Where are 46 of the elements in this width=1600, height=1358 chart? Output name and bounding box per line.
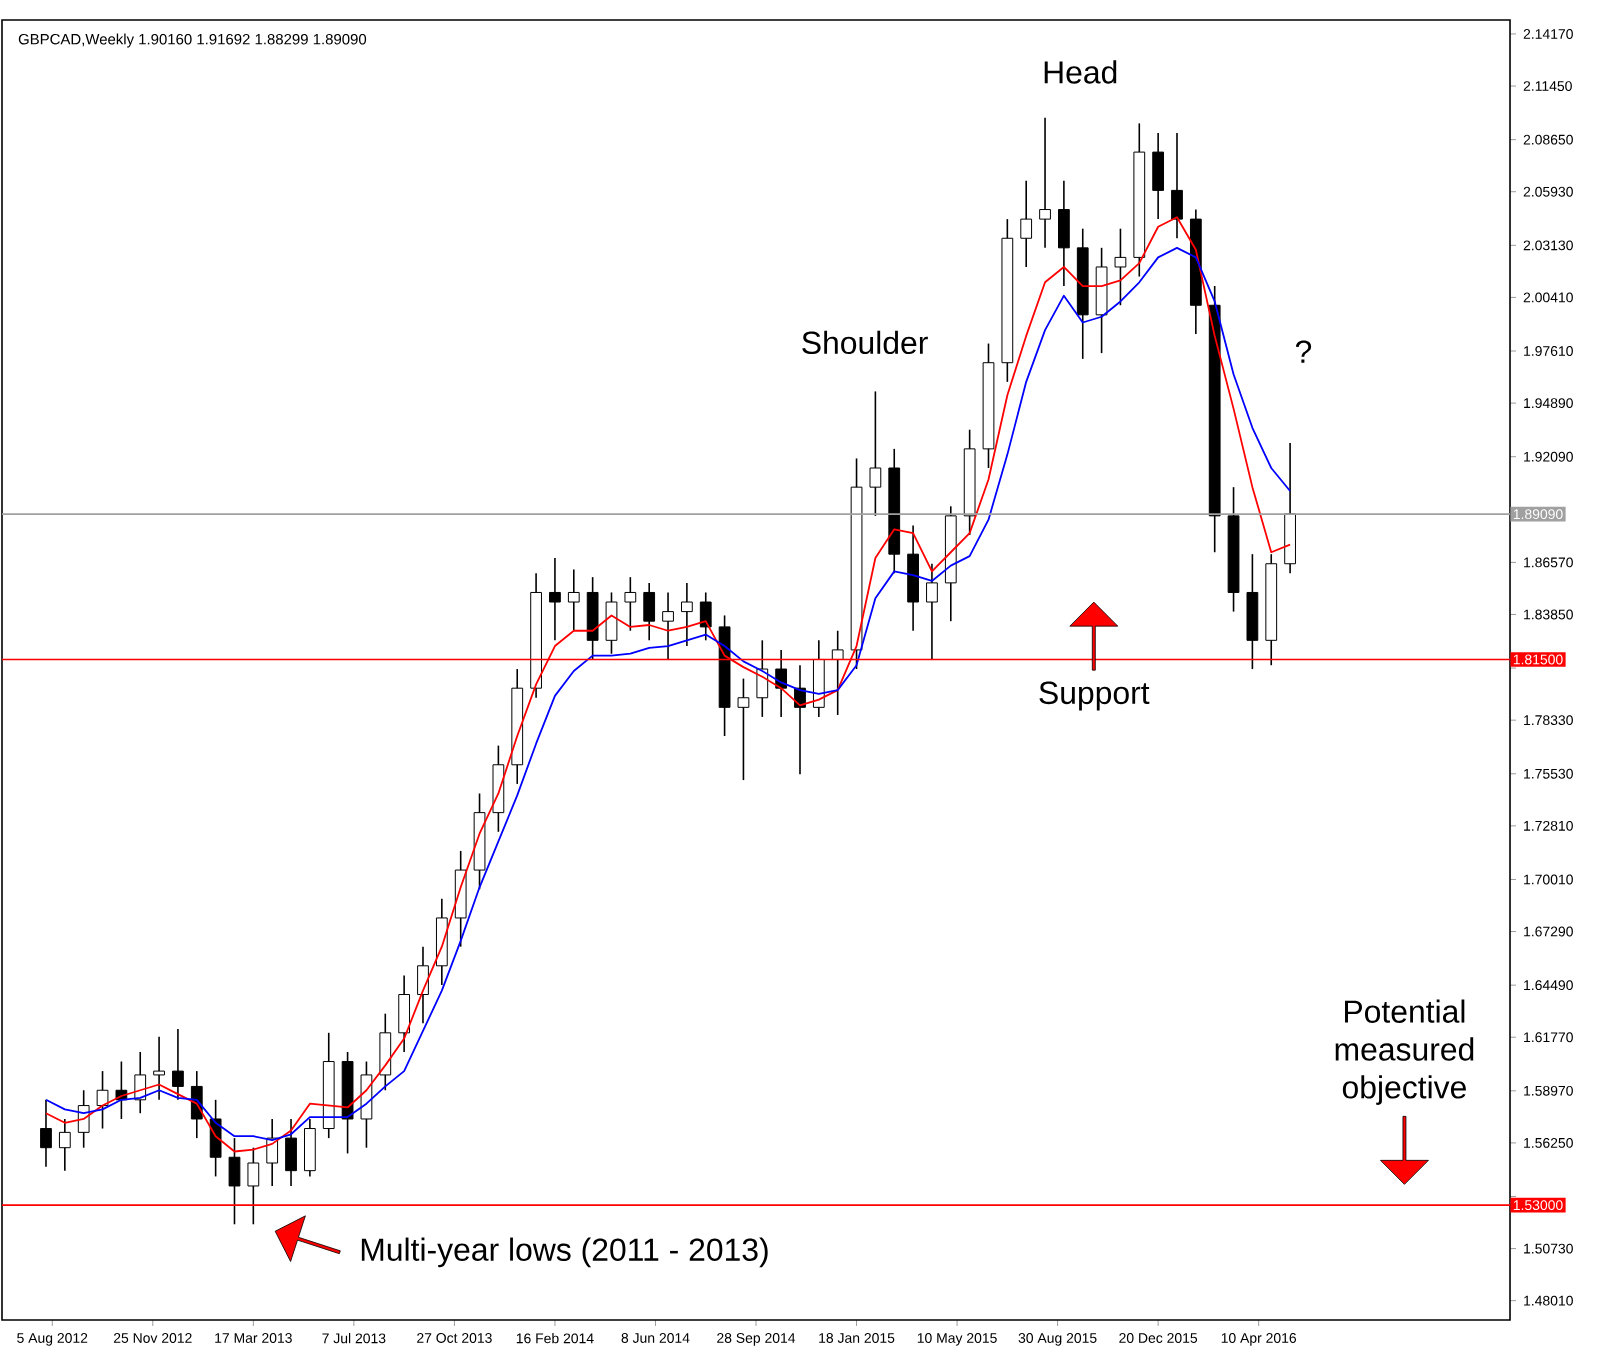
candlestick: [360, 1060, 373, 1149]
candlestick: [605, 591, 618, 655]
candlestick: [831, 629, 844, 716]
candlestick: [926, 562, 938, 661]
candlestick: [567, 568, 580, 632]
annotation: Head: [1044, 60, 1117, 84]
candlestick: [869, 390, 882, 517]
annotation: Shoulder: [802, 330, 928, 355]
candlestick: [247, 1146, 260, 1226]
candlestick: [1095, 247, 1108, 354]
candlestick: [812, 639, 825, 718]
candlestick: [1114, 227, 1127, 307]
candlestick: [454, 850, 467, 948]
candlestick: [1152, 132, 1165, 220]
annotation: Potential measured objective: [1335, 999, 1474, 1105]
candlestick: [699, 591, 712, 642]
candlestick: [96, 1070, 109, 1130]
candlestick: [662, 591, 674, 661]
candlestick: [1058, 180, 1070, 287]
candlestick: [1020, 180, 1033, 268]
candlestick: [1246, 553, 1259, 670]
candlestick: [58, 1118, 71, 1172]
annotation: ?: [1295, 340, 1312, 363]
candlestick: [228, 1137, 241, 1226]
candlestick: [624, 576, 637, 632]
candlestick: [40, 1099, 52, 1168]
candlestick: [643, 582, 656, 642]
candlestick: [681, 582, 693, 647]
candlestick: [379, 1012, 392, 1092]
candlestick: [398, 974, 411, 1053]
candlestick: [907, 524, 919, 632]
candlestick: [417, 945, 429, 1025]
candlestick: [737, 677, 750, 781]
candlestick: [435, 897, 448, 986]
annotation: Multi-year lows (2011 - 2013): [361, 1237, 768, 1268]
candlestick: [586, 576, 599, 661]
candlestick: [1171, 132, 1183, 240]
candlestick: [172, 1028, 184, 1101]
candlestick: [492, 744, 505, 833]
candlestick: [549, 557, 561, 642]
annotation: Support: [1039, 681, 1150, 711]
candlestick: [209, 1099, 222, 1178]
candlestick: [304, 1118, 316, 1178]
candlestick: [153, 1035, 165, 1101]
candlestick: [1039, 116, 1051, 249]
candlestick: [285, 1118, 297, 1187]
